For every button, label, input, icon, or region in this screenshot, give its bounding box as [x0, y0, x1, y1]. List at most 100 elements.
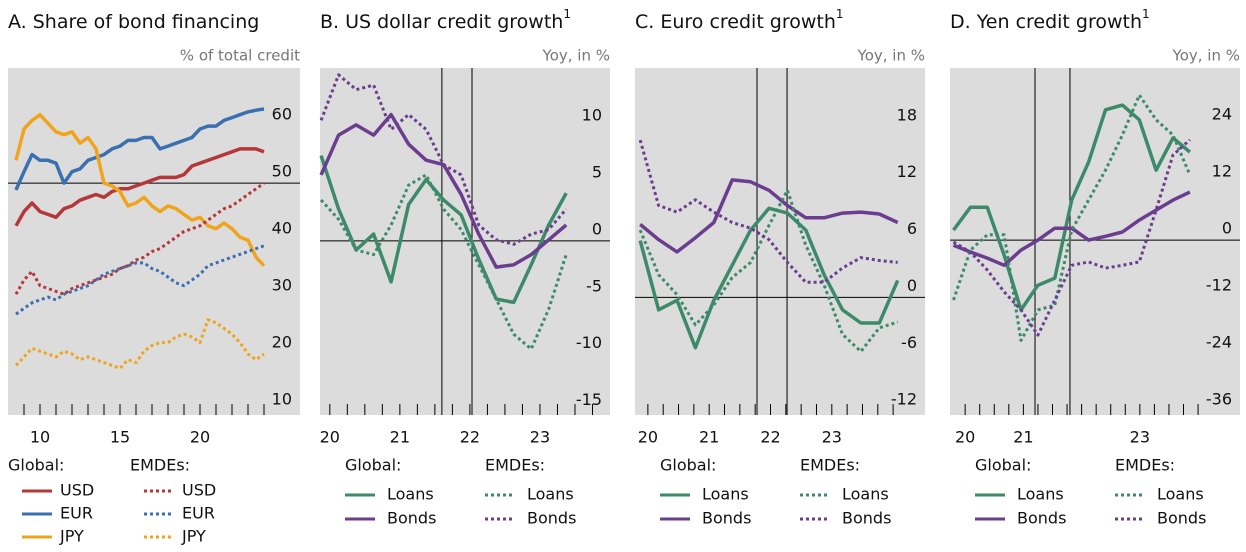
legend-label: EUR	[182, 504, 215, 523]
x-tick-label: 22	[460, 428, 480, 447]
y-tick-label: -15	[576, 390, 602, 409]
x-tick-label: 20	[320, 428, 340, 447]
plot-background	[635, 68, 925, 415]
plot-background	[950, 68, 1240, 415]
chart-title: A. Share of bond financing	[8, 11, 259, 33]
legend-label: Loans	[387, 485, 434, 504]
y-tick-label: -5	[586, 276, 602, 295]
series-line	[952, 93, 1192, 342]
chart-title: C. Euro credit growth1	[635, 7, 844, 33]
chart-title: B. US dollar credit growth1	[320, 7, 571, 33]
y-tick-label: 12	[897, 162, 917, 181]
series-line	[638, 188, 899, 353]
legend-label: USD	[182, 481, 216, 500]
legend-label: Loans	[1157, 485, 1204, 504]
y-tick-label: -10	[576, 333, 602, 352]
unit-label: % of total credit	[180, 47, 300, 65]
x-tick-label: 23	[530, 428, 550, 447]
footnote-mark: 1	[1142, 7, 1150, 21]
series-line	[14, 318, 265, 370]
footnote-mark: 1	[563, 7, 571, 21]
series-line	[15, 244, 265, 316]
unit-label: Yoy, in %	[857, 47, 925, 65]
legend-label: Loans	[527, 485, 574, 504]
y-tick-label: -36	[1206, 390, 1232, 409]
x-tick-label: 20	[190, 428, 210, 447]
legend-heading: EMDEs:	[485, 456, 545, 475]
legend-label: Loans	[842, 485, 889, 504]
y-tick-label: 12	[1212, 162, 1232, 181]
x-tick-label: 21	[390, 428, 410, 447]
y-tick-label: 30	[272, 276, 292, 295]
legend-label: EUR	[60, 504, 93, 523]
y-tick-label: -6	[901, 333, 917, 352]
y-tick-label: 24	[1212, 104, 1232, 123]
series-line	[14, 112, 266, 267]
title-text: C. Euro credit growth	[635, 11, 836, 33]
series-line	[14, 181, 265, 296]
series-line	[319, 155, 568, 305]
legend-label: Bonds	[387, 509, 436, 528]
y-tick-label: 0	[907, 276, 917, 295]
x-tick-label: 22	[760, 428, 780, 447]
legend-label: JPY	[181, 527, 206, 546]
x-tick-label: 15	[110, 428, 130, 447]
legend-label: Bonds	[527, 509, 576, 528]
y-tick-label: 0	[592, 219, 602, 238]
y-tick-label: 18	[897, 105, 917, 124]
y-tick-label: 10	[582, 106, 602, 125]
legend-heading: Global:	[975, 456, 1031, 475]
x-tick-label: 20	[955, 428, 975, 447]
legend-heading: Global:	[660, 456, 716, 475]
legend-label: Bonds	[1157, 509, 1206, 528]
y-tick-label: 50	[272, 162, 292, 181]
y-tick-label: -24	[1206, 333, 1232, 352]
y-tick-label: 5	[592, 163, 602, 182]
chart-title: D. Yen credit growth1	[950, 7, 1150, 33]
y-tick-label: -12	[891, 390, 917, 409]
y-tick-label: 0	[1222, 219, 1232, 238]
x-tick-label: 10	[30, 428, 50, 447]
legend-heading: EMDEs:	[1115, 456, 1175, 475]
legend-label: Loans	[1017, 485, 1064, 504]
legend-label: Bonds	[842, 509, 891, 528]
legend-label: JPY	[59, 527, 84, 546]
x-tick-label: 23	[1130, 428, 1150, 447]
legend-label: Loans	[702, 485, 749, 504]
plot-background	[320, 68, 610, 415]
plot-background	[8, 68, 300, 415]
series-line	[14, 147, 265, 227]
y-tick-label: 6	[907, 219, 917, 238]
x-tick-label: 21	[1013, 428, 1033, 447]
title-text: B. US dollar credit growth	[320, 11, 563, 33]
series-line	[638, 139, 898, 284]
title-text: D. Yen credit growth	[950, 11, 1142, 33]
x-tick-label: 23	[822, 428, 842, 447]
legend-heading: EMDEs:	[130, 456, 190, 475]
x-tick-label: 21	[699, 428, 719, 447]
legend-label: USD	[60, 481, 94, 500]
series-line	[639, 178, 899, 254]
footnote-mark: 1	[836, 7, 844, 21]
legend-heading: EMDEs:	[800, 456, 860, 475]
x-tick-label: 20	[638, 428, 658, 447]
y-tick-label: -12	[1206, 276, 1232, 295]
legend-heading: Global:	[345, 456, 401, 475]
y-tick-label: 20	[272, 333, 292, 352]
y-tick-label: 60	[272, 105, 292, 124]
series-line	[14, 107, 265, 191]
series-line	[638, 206, 900, 350]
series-line	[952, 138, 1191, 337]
unit-label: Yoy, in %	[1172, 47, 1240, 65]
legend-label: Bonds	[702, 509, 751, 528]
unit-label: Yoy, in %	[542, 47, 610, 65]
legend-heading: Global:	[8, 456, 64, 475]
y-tick-label: 10	[272, 390, 292, 409]
title-text: A. Share of bond financing	[8, 11, 259, 33]
series-line	[952, 103, 1192, 312]
series-line	[319, 173, 568, 351]
y-tick-label: 40	[272, 219, 292, 238]
legend-label: Bonds	[1017, 509, 1066, 528]
